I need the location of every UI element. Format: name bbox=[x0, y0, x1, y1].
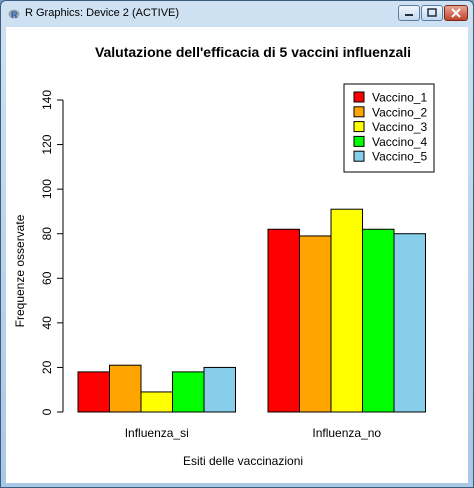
x-tick-labels: Influenza_si Influenza_no bbox=[125, 426, 382, 440]
bar-vaccino-3-influenza-no bbox=[330, 208, 363, 413]
bar-vaccino-2-influenza-si bbox=[109, 364, 142, 413]
legend-entry: Vaccino_3 bbox=[372, 120, 427, 134]
bars-group bbox=[77, 208, 426, 413]
svg-text:R: R bbox=[11, 10, 18, 20]
title-bar[interactable]: R R Graphics: Device 2 (ACTIVE) bbox=[1, 1, 473, 27]
y-tick-label: 40 bbox=[40, 316, 54, 330]
y-axis-label: Frequenze osservate bbox=[13, 214, 27, 327]
chart-title: Valutazione dell'efficacia di 5 vaccini … bbox=[95, 44, 411, 60]
legend-entry: Vaccino_2 bbox=[372, 105, 427, 119]
bar-vaccino-2-influenza-no bbox=[299, 235, 332, 413]
y-tick-label: 60 bbox=[40, 271, 54, 285]
legend-swatch bbox=[353, 106, 365, 118]
legend-swatch bbox=[353, 135, 365, 147]
y-tick-label: 120 bbox=[40, 134, 54, 154]
y-tick-label: 140 bbox=[40, 90, 54, 110]
minimize-button[interactable] bbox=[398, 5, 420, 21]
close-icon bbox=[451, 8, 461, 18]
x-tick-label: Influenza_no bbox=[312, 426, 381, 440]
legend-swatch bbox=[353, 150, 365, 162]
y-tick-label: 80 bbox=[40, 227, 54, 241]
legend: Vaccino_1Vaccino_2Vaccino_3Vaccino_4Vacc… bbox=[343, 83, 435, 173]
y-tick-label: 20 bbox=[40, 360, 54, 374]
bar-vaccino-5-influenza-no bbox=[393, 233, 426, 413]
y-axis: 0 20 40 60 80 100 120 140 bbox=[40, 90, 64, 415]
bar-vaccino-4-influenza-si bbox=[172, 371, 205, 413]
bar-vaccino-3-influenza-si bbox=[140, 391, 173, 413]
legend-entry: Vaccino_1 bbox=[372, 91, 427, 105]
window-title: R Graphics: Device 2 (ACTIVE) bbox=[25, 7, 180, 19]
legend-swatch bbox=[353, 121, 365, 133]
legend-entry: Vaccino_4 bbox=[372, 135, 427, 149]
y-tick-label: 0 bbox=[40, 408, 54, 415]
legend-swatch bbox=[353, 91, 365, 103]
r-logo-icon: R bbox=[8, 9, 20, 20]
y-tick-label: 100 bbox=[40, 179, 54, 199]
bar-vaccino-1-influenza-si bbox=[77, 371, 110, 413]
plot-area: Valutazione dell'efficacia di 5 vaccini … bbox=[6, 27, 468, 483]
bar-vaccino-5-influenza-si bbox=[203, 366, 236, 413]
bar-vaccino-1-influenza-no bbox=[267, 228, 300, 413]
bar-vaccino-4-influenza-no bbox=[362, 228, 395, 413]
close-button[interactable] bbox=[444, 5, 468, 21]
maximize-icon bbox=[427, 8, 437, 17]
bar-chart: Valutazione dell'efficacia di 5 vaccini … bbox=[13, 44, 435, 468]
minimize-icon bbox=[405, 14, 413, 16]
maximize-button[interactable] bbox=[421, 5, 443, 21]
legend-entry: Vaccino_5 bbox=[372, 150, 427, 164]
x-tick-label: Influenza_si bbox=[125, 426, 189, 440]
x-axis-label: Esiti delle vaccinazioni bbox=[183, 454, 303, 468]
